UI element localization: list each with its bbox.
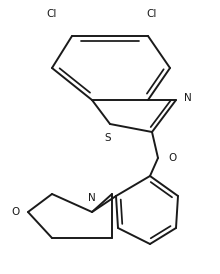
Text: O: O xyxy=(168,153,176,163)
Text: N: N xyxy=(88,193,96,203)
Text: Cl: Cl xyxy=(147,9,157,19)
Text: Cl: Cl xyxy=(47,9,57,19)
Text: N: N xyxy=(184,93,192,103)
Text: O: O xyxy=(12,207,20,217)
Text: S: S xyxy=(105,133,111,143)
